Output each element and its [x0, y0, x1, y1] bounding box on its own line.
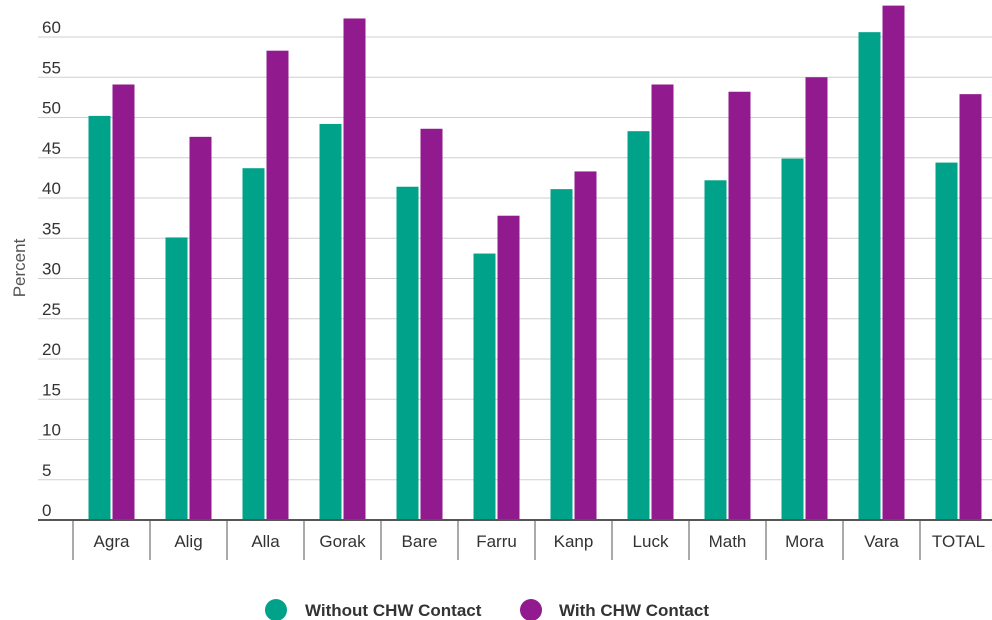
- bar-with-chw-farru: [497, 215, 520, 520]
- bar-with-chw-bare: [420, 128, 443, 520]
- bar-without-chw-alig: [165, 237, 188, 520]
- bar-with-chw-gorak: [343, 18, 366, 521]
- bar-with-chw-math: [728, 91, 751, 521]
- bar-without-chw-kanp: [550, 189, 573, 520]
- legend-label-without-chw: Without CHW Contact: [305, 601, 482, 620]
- bar-with-chw-alig: [189, 136, 212, 520]
- x-tick-label: Bare: [402, 532, 438, 551]
- x-tick-label: Mora: [785, 532, 824, 551]
- bar-without-chw-total: [935, 162, 958, 520]
- y-tick-label: 10: [42, 421, 61, 440]
- x-tick-label: Vara: [864, 532, 899, 551]
- legend-label-with-chw: With CHW Contact: [559, 601, 709, 620]
- bar-with-chw-luck: [651, 84, 674, 521]
- x-tick-label: Farru: [476, 532, 517, 551]
- legend: Without CHW Contact With CHW Contact: [265, 599, 709, 620]
- bar-without-chw-luck: [627, 131, 650, 520]
- bar-without-chw-farru: [473, 253, 496, 521]
- y-tick-label: 0: [42, 501, 51, 520]
- x-tick-label: Agra: [94, 532, 130, 551]
- x-axis: [38, 519, 992, 560]
- bar-with-chw-agra: [112, 84, 135, 521]
- y-tick-label: 30: [42, 260, 61, 279]
- bar-with-chw-alla: [266, 50, 289, 521]
- bar-without-chw-math: [704, 180, 727, 521]
- bars: [88, 5, 982, 521]
- y-tick-label: 40: [42, 179, 61, 198]
- x-tick-label: Luck: [633, 532, 669, 551]
- bar-with-chw-vara: [882, 5, 905, 521]
- bar-without-chw-bare: [396, 186, 419, 521]
- y-tick-label: 60: [42, 18, 61, 37]
- x-tick-label: TOTAL: [932, 532, 985, 551]
- bar-without-chw-gorak: [319, 123, 342, 520]
- x-tick-label: Alig: [174, 532, 202, 551]
- bar-without-chw-vara: [858, 32, 881, 521]
- x-axis-ticks: Agra Alig Alla Gorak Bare Farru Kanp Luck Math Mo…: [94, 532, 986, 551]
- bar-with-chw-mora: [805, 77, 828, 520]
- x-tick-label: Alla: [251, 532, 280, 551]
- x-tick-label: Math: [709, 532, 747, 551]
- y-tick-label: 5: [42, 461, 51, 480]
- bar-without-chw-alla: [242, 168, 265, 520]
- y-tick-label: 20: [42, 340, 61, 359]
- y-tick-label: 15: [42, 380, 61, 399]
- bar-without-chw-agra: [88, 115, 111, 520]
- y-tick-label: 50: [42, 99, 61, 118]
- x-tick-label: Kanp: [554, 532, 594, 551]
- legend-marker-without-chw: [265, 599, 287, 620]
- bar-with-chw-kanp: [574, 171, 597, 520]
- y-tick-label: 35: [42, 219, 61, 238]
- y-axis-label: Percent: [10, 238, 29, 297]
- bar-without-chw-mora: [781, 158, 804, 520]
- y-axis-ticks: 0 5 10 15 20 25 30 35 40 45 50 55 60: [42, 18, 61, 520]
- bar-with-chw-total: [959, 94, 982, 520]
- legend-marker-with-chw: [520, 599, 542, 620]
- x-tick-label: Gorak: [319, 532, 366, 551]
- y-tick-label: 55: [42, 58, 61, 77]
- y-tick-label: 25: [42, 300, 61, 319]
- y-tick-label: 45: [42, 139, 61, 158]
